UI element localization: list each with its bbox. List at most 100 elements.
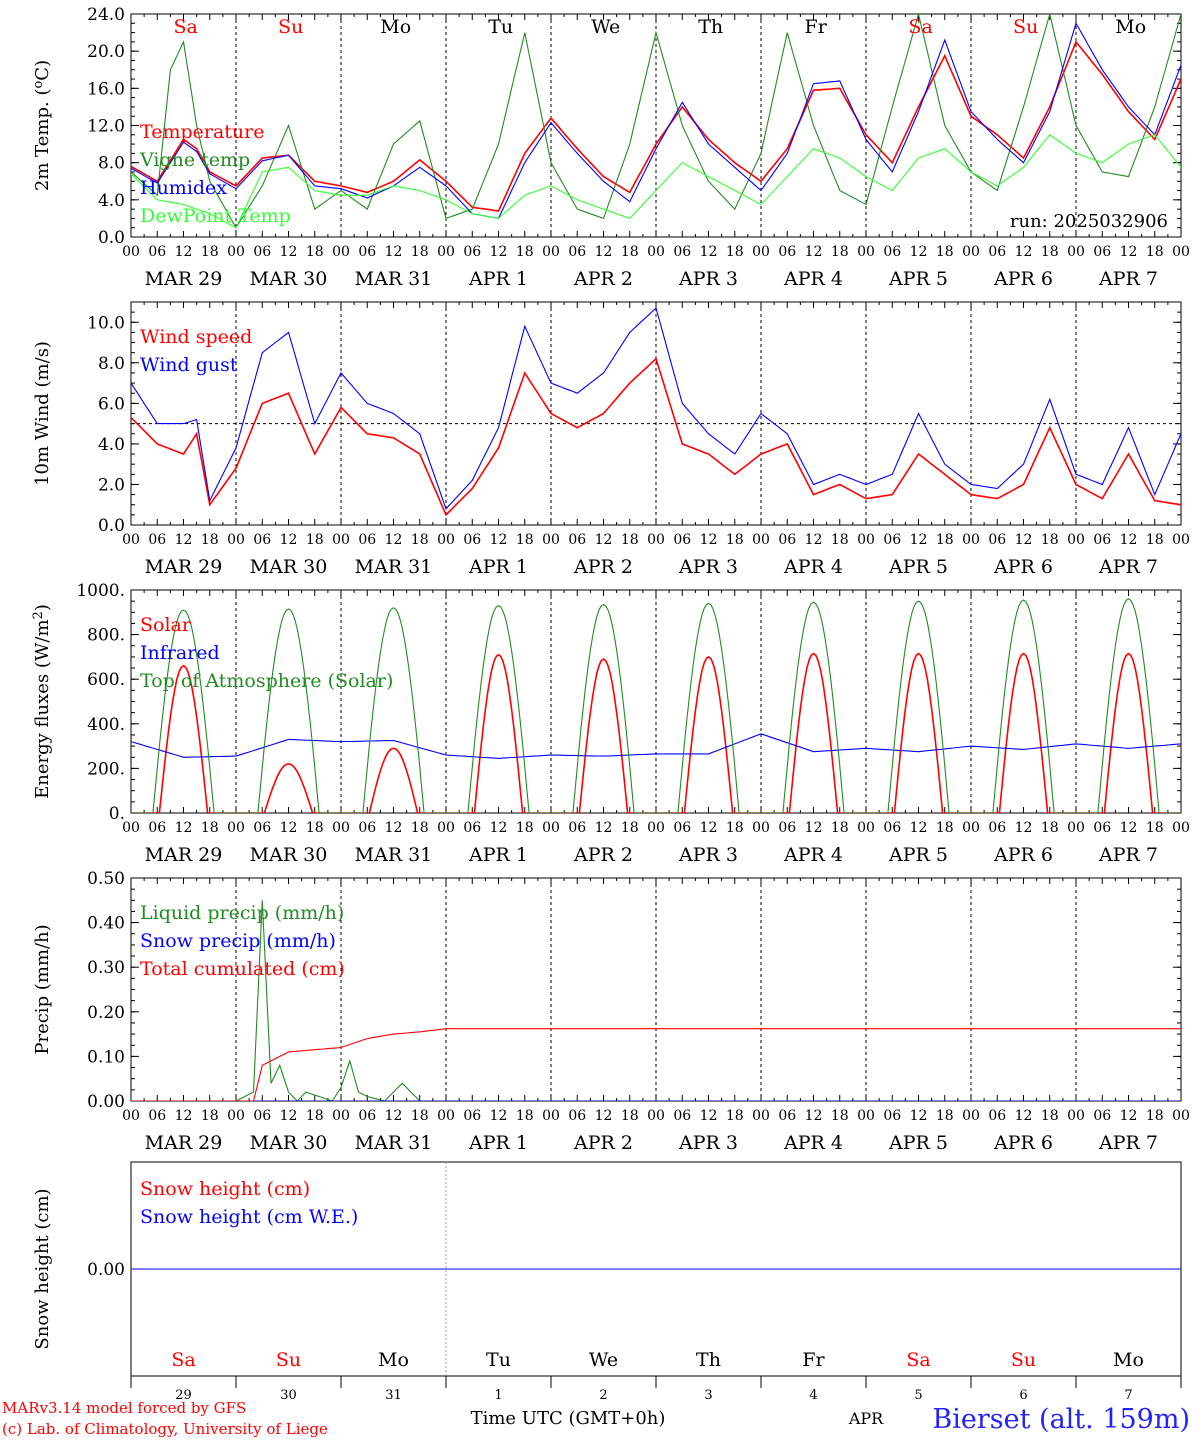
plot-frame — [130, 301, 1182, 526]
y-tick-label: 0.30 — [87, 958, 125, 978]
hour-label: 12 — [910, 244, 928, 260]
hour-label: 18 — [621, 820, 639, 836]
hour-label: 06 — [358, 244, 376, 260]
date-label: APR 5 — [888, 844, 948, 866]
hour-label: 12 — [385, 532, 403, 548]
y-tick-label: 8.0 — [98, 354, 125, 374]
hour-label: 00 — [857, 820, 875, 836]
hour-label: 06 — [778, 820, 796, 836]
hour-label: 12 — [595, 820, 613, 836]
weekday-label: We — [589, 1349, 618, 1371]
hour-label: 00 — [332, 1108, 350, 1124]
day-number: 6 — [1019, 1388, 1027, 1403]
hour-label: 12 — [1015, 820, 1033, 836]
hour-label: 18 — [936, 532, 954, 548]
hour-label: 18 — [201, 820, 219, 836]
hour-label: 12 — [595, 244, 613, 260]
weekday-label: Mo — [1113, 1349, 1144, 1371]
hour-label: 06 — [148, 820, 166, 836]
hour-label: 12 — [805, 820, 823, 836]
legend-dewpoint-temp: DewPoint Temp — [140, 205, 291, 227]
hour-label: 00 — [1172, 1108, 1190, 1124]
date-label: MAR 31 — [355, 556, 433, 578]
hour-label: 12 — [700, 244, 718, 260]
hour-label: 06 — [358, 1108, 376, 1124]
y-tick-label: 16.0 — [87, 79, 125, 99]
hour-label: 06 — [883, 1108, 901, 1124]
date-label: APR 1 — [468, 556, 528, 578]
hour-label: 00 — [1067, 532, 1085, 548]
date-label: APR 3 — [678, 268, 738, 290]
date-label: APR 5 — [888, 268, 948, 290]
y-axis-label: Precip (mm/h) — [32, 924, 53, 1054]
date-label: APR 6 — [993, 1132, 1053, 1154]
legend-solar: Solar — [140, 614, 192, 636]
hour-label: 06 — [1093, 820, 1111, 836]
legend-vigne-temp: Vigne temp — [139, 149, 250, 171]
hour-label: 18 — [411, 1108, 429, 1124]
hour-label: 18 — [621, 1108, 639, 1124]
hour-label: 18 — [936, 244, 954, 260]
hour-label: 18 — [411, 244, 429, 260]
legend-temperature: Temperature — [140, 121, 264, 143]
hour-label: 12 — [385, 820, 403, 836]
legend-liquid-precip-mm-h-: Liquid precip (mm/h) — [140, 902, 344, 924]
hour-label: 12 — [490, 244, 508, 260]
hour-label: 12 — [490, 1108, 508, 1124]
hour-label: 06 — [463, 820, 481, 836]
series-line-top-of-atmosphere-solar- — [131, 598, 1181, 813]
hour-label: 12 — [595, 532, 613, 548]
hour-label: 06 — [1093, 1108, 1111, 1124]
weekday-label: Sa — [909, 16, 933, 38]
hour-label: 06 — [778, 1108, 796, 1124]
hour-label: 00 — [1172, 244, 1190, 260]
hour-label: 18 — [1041, 244, 1059, 260]
hour-label: 06 — [883, 820, 901, 836]
series-line-humidex — [131, 21, 1181, 220]
weekday-label: Tu — [486, 1349, 511, 1371]
hour-label: 18 — [726, 244, 744, 260]
hour-label: 00 — [437, 820, 455, 836]
series-group — [131, 900, 1181, 1101]
hour-label: 12 — [1015, 1108, 1033, 1124]
hour-label: 06 — [253, 244, 271, 260]
hour-label: 06 — [883, 244, 901, 260]
date-label: APR 5 — [888, 556, 948, 578]
hour-label: 12 — [700, 820, 718, 836]
hour-label: 00 — [1172, 820, 1190, 836]
y-tick-label: 0.00 — [87, 1260, 125, 1280]
day-number: 1 — [494, 1388, 502, 1403]
y-tick-label: 12.0 — [87, 117, 125, 137]
series-group — [131, 598, 1181, 813]
weekday-label: Fr — [805, 16, 828, 38]
legend-total-cumulated-cm-: Total cumulated (cm) — [140, 958, 345, 980]
hour-label: 18 — [1041, 820, 1059, 836]
y-tick-label: 0.0 — [98, 228, 125, 248]
hour-label: 00 — [647, 244, 665, 260]
footer: MARv3.14 model forced by GFS (c) Lab. of… — [2, 1399, 1190, 1438]
hour-label: 00 — [332, 820, 350, 836]
weekday-label: Th — [698, 16, 723, 38]
legend-snow-height-cm-: Snow height (cm) — [140, 1178, 310, 1200]
hour-label: 18 — [831, 1108, 849, 1124]
series-line-dewpoint-temp — [131, 134, 1181, 229]
date-label: APR 2 — [573, 1132, 633, 1154]
day-number: 30 — [280, 1388, 297, 1403]
hour-label: 18 — [1146, 244, 1164, 260]
date-label: APR 2 — [573, 556, 633, 578]
hour-label: 06 — [673, 820, 691, 836]
date-label: MAR 29 — [145, 556, 223, 578]
weekday-label: Tu — [488, 16, 513, 38]
hour-label: 12 — [805, 1108, 823, 1124]
y-axis-label: 10m Wind (m/s) — [32, 341, 53, 486]
hour-label: 06 — [253, 532, 271, 548]
y-tick-label: 0.10 — [87, 1047, 125, 1067]
hour-label: 12 — [700, 1108, 718, 1124]
hour-label: 18 — [831, 532, 849, 548]
hour-label: 06 — [1093, 244, 1111, 260]
hour-label: 06 — [1093, 532, 1111, 548]
hour-label: 06 — [463, 532, 481, 548]
hour-label: 06 — [358, 820, 376, 836]
panel-1: 0.0 4.0 8.0 12.0 16.0 20.0 24.0 2m Temp. (oC) Te… — [31, 5, 1190, 290]
